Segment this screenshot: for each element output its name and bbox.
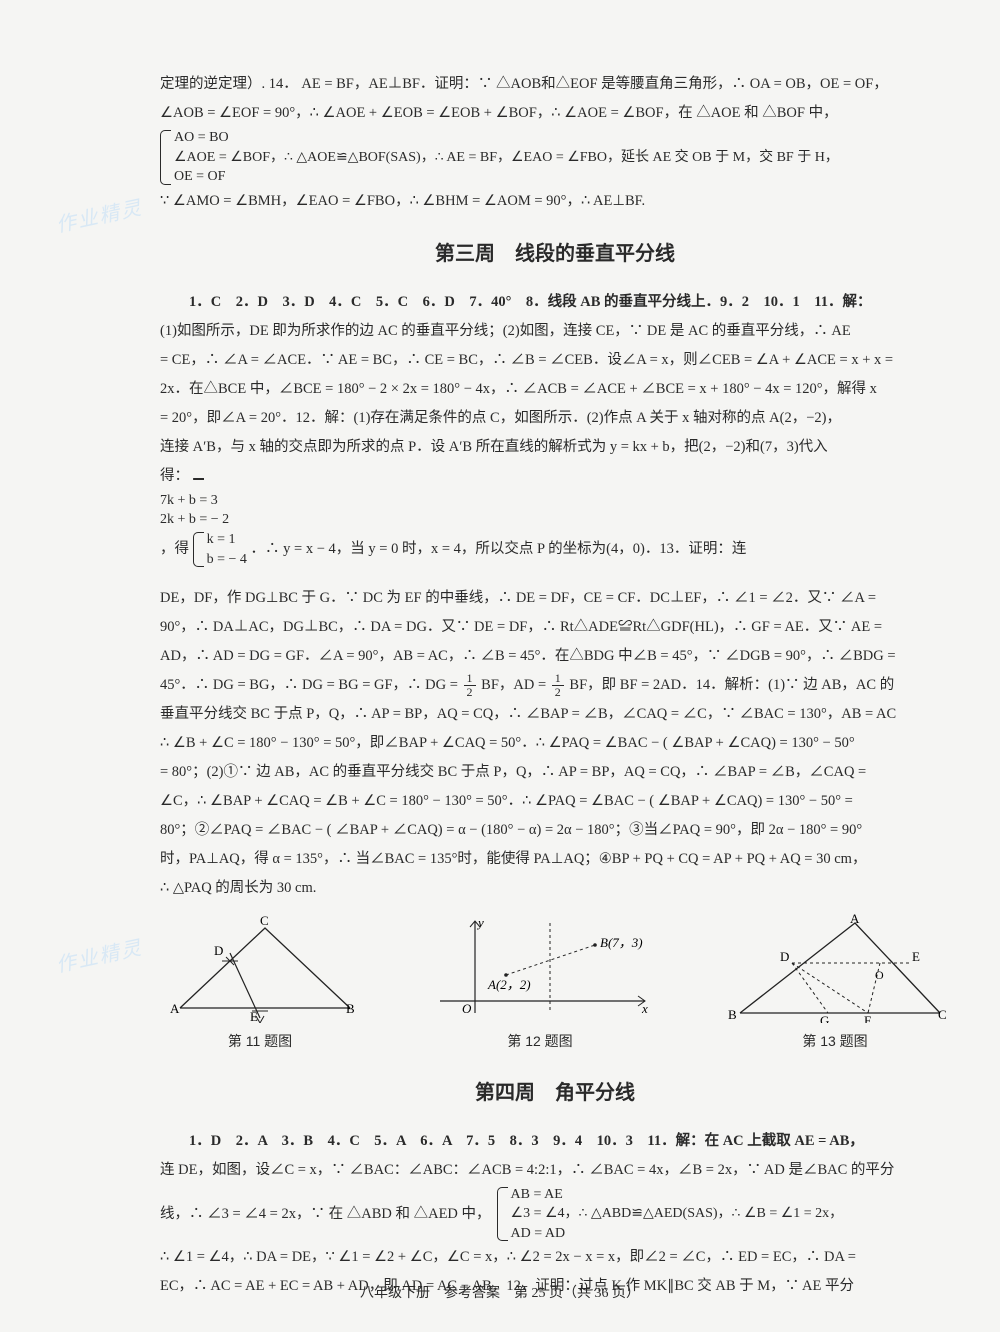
s3-l11a: 45°．∴ DG = BG，∴ DG = BG = GF，∴ DG = (160, 677, 462, 693)
svg-text:y: y (476, 915, 484, 930)
s3-l17: 时，PA⊥AQ，得 α = 135°，∴ 当∠BAC = 135°时，能使得 P… (160, 845, 950, 874)
top-line3: ∵ ∠AMO = ∠BMH，∠EAO = ∠FBO，∴ ∠BHM = ∠AOM … (160, 187, 950, 216)
s4-l1: 1．D 2．A 3．B 4．C 5．A 6．A 7．5 8．3 9．4 10．3… (160, 1127, 950, 1156)
svg-text:D: D (780, 949, 789, 964)
s3-l7b: ．∴ y = x − 4，当 y = 0 时，x = 4，所以交点 P 的坐标为… (251, 541, 747, 557)
svg-text:x: x (641, 1001, 648, 1016)
s3-l11: 45°．∴ DG = BG，∴ DG = BG = GF，∴ DG = 12 B… (160, 671, 950, 700)
figures-row: A B C D E 第 11 题图 B(7，3) A(2，2) O (160, 913, 950, 1055)
s3-l5: = 20°，即∠A = 20°．12．解：(1)存在满足条件的点 C，如图所示．… (160, 404, 950, 433)
section3-title: 第三周 线段的垂直平分线 (160, 234, 950, 274)
svg-text:B: B (728, 1007, 737, 1022)
b1l1: 7k + b = 3 (160, 491, 950, 511)
svg-text:C: C (260, 913, 269, 928)
s3-l12: 垂直平分线交 BC 于点 P，Q，∴ AP = BP，AQ = CQ，∴ ∠BA… (160, 700, 950, 729)
svg-text:B(7，3): B(7，3) (600, 935, 643, 950)
s4-l1-text: 1．D 2．A 3．B 4．C 5．A 6．A 7．5 8．3 9．4 10．3… (189, 1133, 864, 1149)
s4-l3-row: 线，∴ ∠3 = ∠4 = 2x，∵ 在 △ABD 和 △AED 中， AB =… (160, 1185, 950, 1244)
n: 1 (464, 672, 476, 686)
s3-l16: 80°；②∠PAQ = ∠BAC − ( ∠BAP + ∠CAQ) = α − … (160, 816, 950, 845)
top-line2: ∠AOB = ∠EOF = 90°，∴ ∠AOE + ∠EOB = ∠EOB +… (160, 99, 950, 128)
figure-13: A B C D E F G O 第 13 题图 (720, 913, 950, 1055)
fig13-svg: A B C D E F G O (720, 913, 950, 1023)
b1l2: 2k + b = − 2 (160, 510, 950, 530)
svg-text:D: D (214, 943, 223, 958)
s3-l13: ∴ ∠B + ∠C = 180° − 130° = 50°，即∠BAP + ∠C… (160, 729, 950, 758)
svg-text:F: F (864, 1013, 871, 1023)
svg-text:O: O (462, 1001, 472, 1016)
svg-text:G: G (820, 1013, 829, 1023)
brace-block: AO = BO ∠AOE = ∠BOF，∴ △AOE≌△BOF(SAS)，∴ A… (160, 128, 839, 187)
fig13-caption: 第 13 题图 (720, 1027, 950, 1055)
bs4-2: ∠3 = ∠4，∴ △ABD≌△AED(SAS)，∴ ∠B = ∠1 = 2x， (511, 1204, 844, 1224)
s3-l11c: BF，即 BF = 2AD．14．解析：(1)∵ 边 AB，AC 的 (569, 677, 894, 693)
s3-l7: 得： (160, 462, 950, 491)
brace-s4: AB = AE ∠3 = ∠4，∴ △ABD≌△AED(SAS)，∴ ∠B = … (497, 1185, 844, 1244)
section4-title: 第四周 角平分线 (160, 1073, 950, 1113)
s3-l2: (1)如图所示，DE 即为所求作的边 AC 的垂直平分线；(2)如图，连接 CE… (160, 317, 950, 346)
svg-text:C: C (938, 1007, 947, 1022)
bs4-3: AD = AD (511, 1224, 844, 1244)
s4-l3a: 线，∴ ∠3 = ∠4 = 2x，∵ 在 △ABD 和 △AED 中， (160, 1200, 491, 1229)
svg-text:A: A (170, 1001, 180, 1016)
s3-l11b: BF，AD = (481, 677, 550, 693)
s3-l15: ∠C，∴ ∠BAP + ∠CAQ = ∠B + ∠C = 180° − 130°… (160, 787, 950, 816)
brace-sys2: k = 1 b = − 4 (193, 530, 247, 569)
brace-line: ∠AOE = ∠BOF，∴ △AOE≌△BOF(SAS)，∴ AE = BF，∠… (174, 148, 839, 168)
bs4-1: AB = AE (511, 1185, 844, 1205)
svg-text:E: E (912, 949, 920, 964)
s3-l6: 连接 A′B，与 x 轴的交点即为所求的点 P．设 A′B 所在直线的解析式为 … (160, 433, 950, 462)
figure-12: B(7，3) A(2，2) O x y 第 12 题图 (420, 913, 660, 1055)
d: 2 (552, 686, 564, 699)
s3-l3: = CE，∴ ∠A = ∠ACE．∵ AE = BC，∴ CE = BC，∴ ∠… (160, 346, 950, 375)
page-content: 定理的逆定理）. 14． AE = BF，AE⊥BF．证明：∵ △AOB和△EO… (160, 70, 950, 1301)
fig12-svg: B(7，3) A(2，2) O x y (420, 913, 660, 1023)
svg-text:B: B (346, 1001, 355, 1016)
top-line1: 定理的逆定理）. 14． AE = BF，AE⊥BF．证明：∵ △AOB和△EO… (160, 70, 950, 99)
d: 2 (464, 686, 476, 699)
s3-l9: 90°，∴ DA⊥AC，DG⊥BC，∴ DA = DG．又∵ DE = DF，∴… (160, 613, 950, 642)
brace-line: OE = OF (174, 167, 839, 187)
svg-text:A: A (850, 913, 860, 926)
n: 1 (552, 672, 564, 686)
s4-l4: ∴ ∠1 = ∠4，∴ DA = DE，∵ ∠1 = ∠2 + ∠C，∠C = … (160, 1243, 950, 1272)
svg-text:A(2，2): A(2，2) (487, 977, 531, 992)
b2l2: b = − 4 (207, 550, 247, 570)
top-brace-row: AO = BO ∠AOE = ∠BOF，∴ △AOE≌△BOF(SAS)，∴ A… (160, 128, 950, 187)
brace-line: AO = BO (174, 128, 839, 148)
fig11-svg: A B C D E (160, 913, 360, 1023)
s3-l1: 1．C 2．D 3．D 4．C 5．C 6．D 7．40° 8．线段 AB 的垂… (160, 288, 950, 317)
fig11-caption: 第 11 题图 (160, 1027, 360, 1055)
s4-l2: 连 DE，如图，设∠C = x，∵ ∠BAC：∠ABC：∠ACB = 4:2:1… (160, 1156, 950, 1185)
b2l1: k = 1 (207, 530, 247, 550)
frac-half-1: 12 (464, 672, 476, 698)
watermark: 作业精灵 (53, 191, 145, 238)
figure-11: A B C D E 第 11 题图 (160, 913, 360, 1055)
s3-mid: ，得 (160, 541, 189, 557)
s3-l4: 2x．在△BCE 中，∠BCE = 180° − 2 × 2x = 180° −… (160, 375, 950, 404)
page-footer: 八年级下册 参考答案 第 25 页（共 36 页） (0, 1282, 1000, 1302)
s3-l8: DE，DF，作 DG⊥BC 于 G．∵ DC 为 EF 的中垂线，∴ DE = … (160, 584, 950, 613)
s3-l10: AD，∴ AD = DG = GF．∠A = 90°，AB = AC，∴ ∠B … (160, 642, 950, 671)
s3-l14: = 80°；(2)①∵ 边 AB，AC 的垂直平分线交 BC 于点 P，Q，∴ … (160, 758, 950, 787)
s3-l1-text: 1．C 2．D 3．D 4．C 5．C 6．D 7．40° 8．线段 AB 的垂… (189, 294, 871, 310)
s3-l18: ∴ △PAQ 的周长为 30 cm. (160, 874, 950, 903)
fig12-caption: 第 12 题图 (420, 1027, 660, 1055)
svg-text:E: E (250, 1009, 258, 1023)
watermark: 作业精灵 (53, 931, 145, 978)
svg-text:O: O (875, 968, 884, 982)
frac-half-2: 12 (552, 672, 564, 698)
s3-l7a: 得： (160, 468, 189, 484)
